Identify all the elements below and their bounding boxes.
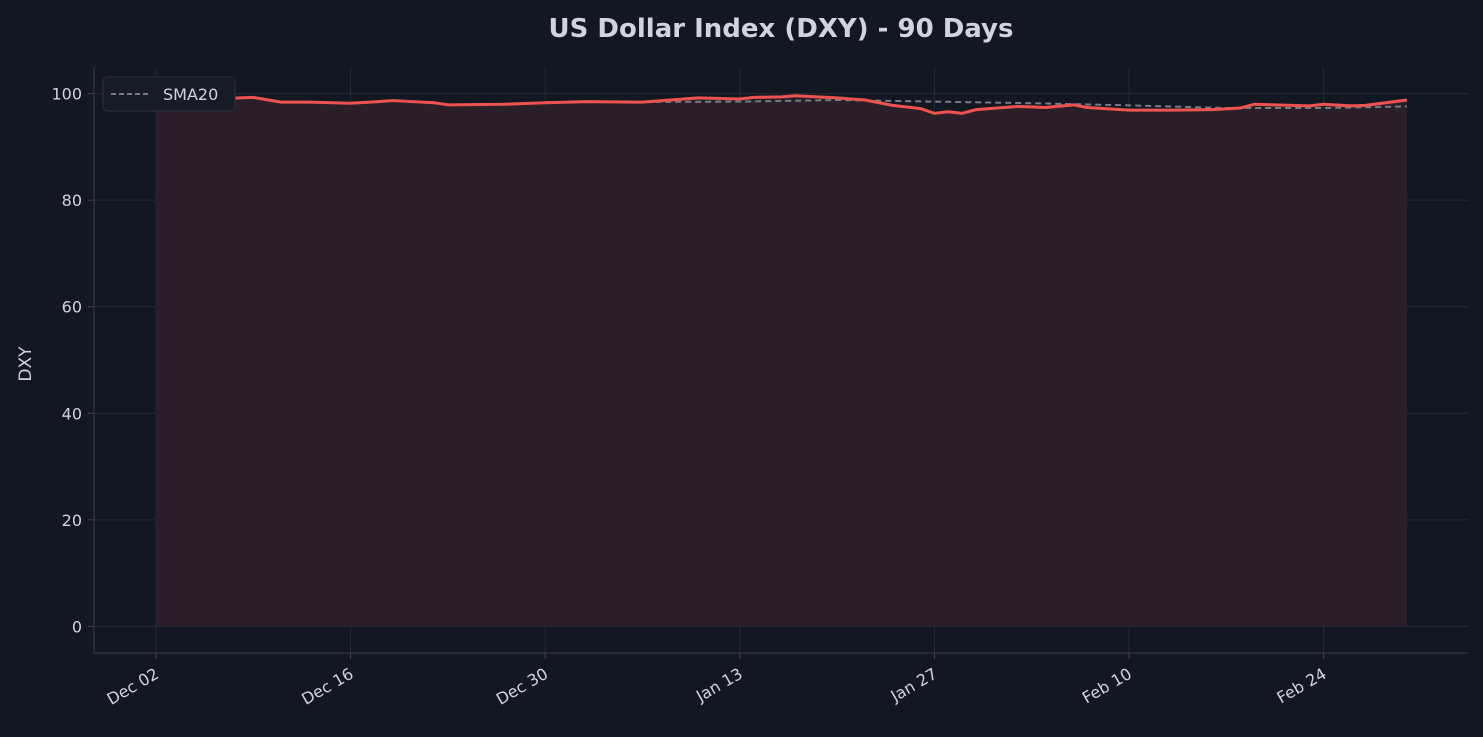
x-tick-label: Dec 16 (298, 664, 356, 709)
y-tick-label: 60 (62, 298, 82, 317)
y-tick-label: 20 (62, 511, 82, 530)
x-tick-label: Jan 27 (887, 664, 941, 706)
y-tick-label: 100 (51, 85, 82, 104)
y-tick-label: 80 (62, 191, 82, 210)
x-tick-label: Dec 30 (493, 664, 551, 709)
legend: SMA20 (103, 77, 235, 111)
y-axis-label: DXY (16, 346, 36, 382)
y-tick-label: 0 (72, 617, 82, 636)
x-tick-label: Dec 02 (104, 664, 162, 709)
x-tick-label: Jan 13 (692, 664, 746, 706)
chart-title: US Dollar Index (DXY) - 90 Days (549, 14, 1014, 44)
x-tick-label: Feb 24 (1274, 664, 1330, 707)
legend-sma-label: SMA20 (163, 85, 218, 104)
price-area-fill (156, 96, 1407, 627)
x-tick-label: Feb 10 (1079, 664, 1135, 707)
y-tick-label: 40 (62, 404, 82, 423)
